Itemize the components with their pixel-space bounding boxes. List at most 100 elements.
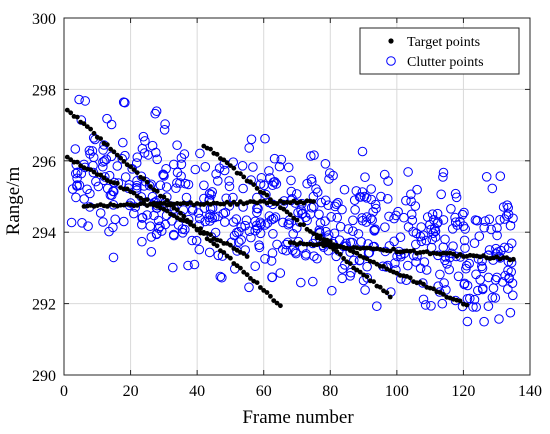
target-point xyxy=(218,238,223,244)
clutter-point xyxy=(71,192,81,203)
target-point xyxy=(281,206,287,212)
target-point xyxy=(241,269,247,275)
clutter-point xyxy=(82,184,92,195)
target-point xyxy=(301,222,307,228)
target-point xyxy=(218,201,223,207)
clutter-point xyxy=(357,215,368,226)
clutter-point xyxy=(349,195,360,205)
clutter-point xyxy=(395,232,406,242)
clutter-point xyxy=(176,159,187,170)
clutter-point xyxy=(356,192,366,202)
target-point xyxy=(234,263,240,269)
clutter-point xyxy=(284,218,294,228)
target-point xyxy=(124,186,130,192)
target-point xyxy=(171,213,177,219)
clutter-point xyxy=(271,179,282,189)
clutter-point xyxy=(320,195,331,206)
clutter-point xyxy=(479,222,490,233)
clutter-point xyxy=(72,173,82,184)
clutter-point xyxy=(187,235,197,246)
clutter-point xyxy=(267,272,278,283)
target-point xyxy=(221,250,227,255)
clutter-point xyxy=(137,212,148,223)
clutter-point xyxy=(264,166,274,176)
clutter-point xyxy=(151,106,162,116)
target-point xyxy=(74,114,80,120)
clutter-point xyxy=(161,164,171,174)
target-point xyxy=(64,154,70,160)
clutter-point xyxy=(491,243,501,254)
clutter-point xyxy=(272,239,282,250)
clutter-point xyxy=(438,172,448,182)
clutter-point xyxy=(206,190,216,200)
clutter-point xyxy=(333,197,343,208)
clutter-point xyxy=(329,228,340,239)
clutter-point xyxy=(79,194,89,204)
clutter-point xyxy=(262,218,273,228)
clutter-point xyxy=(418,294,429,305)
clutter-point xyxy=(382,194,393,204)
clutter-point xyxy=(348,215,358,226)
target-point xyxy=(364,256,370,262)
target-point xyxy=(81,121,87,127)
clutter-point xyxy=(421,265,432,275)
target-point xyxy=(274,300,280,306)
clutter-point xyxy=(506,238,517,249)
clutter-point xyxy=(168,262,178,273)
clutter-point xyxy=(320,159,331,169)
clutter-point xyxy=(231,214,242,224)
clutter-point xyxy=(461,263,471,274)
target-point xyxy=(387,294,393,300)
clutter-point xyxy=(270,177,280,187)
clutter-point xyxy=(224,181,235,192)
target-point xyxy=(221,241,227,246)
clutter-point xyxy=(399,212,409,223)
clutter-point xyxy=(475,275,486,285)
clutter-point xyxy=(95,208,106,218)
target-point xyxy=(381,263,386,269)
clutter-point xyxy=(255,228,266,239)
target-point xyxy=(278,303,283,309)
y-axis-label: Range/m xyxy=(3,166,24,235)
clutter-point xyxy=(495,171,506,181)
clutter-point xyxy=(66,217,77,228)
clutter-point xyxy=(254,240,264,250)
target-point xyxy=(161,194,167,200)
x-tick-labels: 0 20 40 60 80 100 120 140 xyxy=(60,383,542,400)
target-point xyxy=(131,167,137,173)
clutter-point xyxy=(499,214,510,224)
clutter-point xyxy=(108,186,118,197)
clutter-point xyxy=(360,172,370,182)
target-point xyxy=(128,164,134,170)
clutter-point xyxy=(155,180,166,190)
clutter-point xyxy=(275,268,286,278)
target-point xyxy=(114,152,120,158)
clutter-point xyxy=(453,271,464,282)
target-point xyxy=(221,157,227,163)
clutter-point xyxy=(267,248,278,258)
target-point xyxy=(191,223,197,229)
target-point xyxy=(144,179,150,185)
target-point xyxy=(98,136,103,142)
target-point xyxy=(144,197,150,203)
clutter-point xyxy=(189,259,200,270)
clutter-point xyxy=(93,181,104,192)
clutter-point xyxy=(292,223,302,233)
target-point xyxy=(334,249,340,255)
clutter-point xyxy=(74,94,84,105)
clutter-point xyxy=(106,119,117,130)
clutter-point xyxy=(507,278,518,289)
clutter-point xyxy=(213,176,223,186)
clutter-point xyxy=(244,143,254,153)
clutter-point xyxy=(460,243,470,253)
x-tick-label: 40 xyxy=(189,383,205,400)
clutter-point xyxy=(418,230,429,241)
clutter-point xyxy=(229,230,240,241)
clutter-point xyxy=(403,167,413,177)
clutter-point xyxy=(168,229,179,240)
clutter-point xyxy=(428,228,439,238)
clutter-point xyxy=(91,176,101,187)
clutter-point xyxy=(160,219,171,230)
clutter-point xyxy=(350,205,360,215)
clutter-point xyxy=(146,247,157,257)
